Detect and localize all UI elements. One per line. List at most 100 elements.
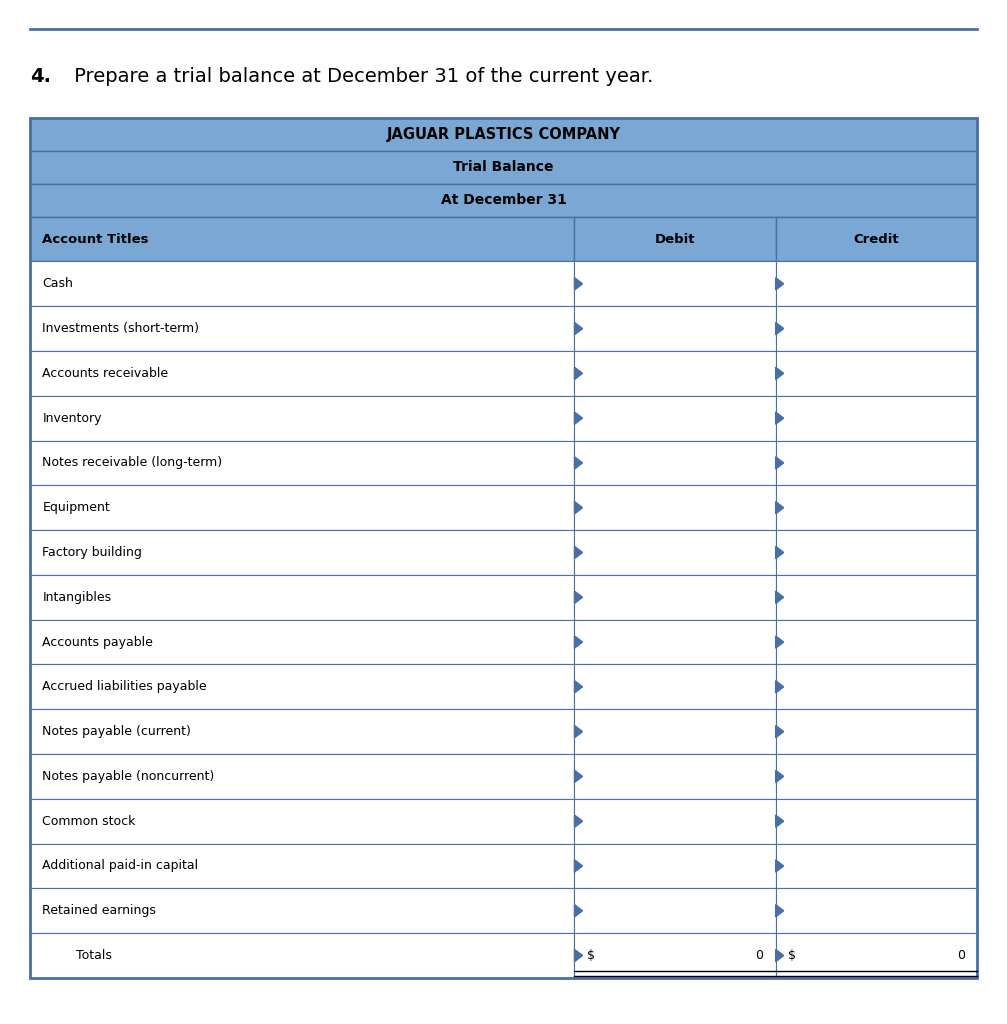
Polygon shape — [775, 949, 783, 962]
Text: Credit: Credit — [853, 232, 899, 246]
Bar — [30, 530, 574, 574]
Text: Debit: Debit — [655, 232, 695, 246]
Polygon shape — [775, 636, 783, 648]
Text: Cash: Cash — [42, 278, 74, 290]
Bar — [574, 306, 775, 351]
Bar — [775, 889, 977, 933]
Polygon shape — [574, 591, 582, 603]
Bar — [775, 306, 977, 351]
Text: Intangibles: Intangibles — [42, 591, 112, 604]
Polygon shape — [775, 368, 783, 380]
Bar — [30, 665, 574, 710]
Bar — [30, 151, 977, 183]
Text: 0: 0 — [957, 949, 965, 962]
Bar — [775, 754, 977, 799]
Text: Accounts receivable: Accounts receivable — [42, 367, 168, 380]
Text: $: $ — [586, 949, 594, 962]
Polygon shape — [574, 547, 582, 559]
Polygon shape — [775, 278, 783, 290]
Text: JAGUAR PLASTICS COMPANY: JAGUAR PLASTICS COMPANY — [387, 127, 620, 141]
Text: Notes receivable (long-term): Notes receivable (long-term) — [42, 457, 223, 469]
Bar — [574, 395, 775, 440]
Polygon shape — [574, 368, 582, 380]
Text: Account Titles: Account Titles — [42, 232, 149, 246]
Text: Trial Balance: Trial Balance — [453, 160, 554, 174]
Polygon shape — [574, 636, 582, 648]
Bar — [30, 620, 574, 665]
Bar — [30, 933, 574, 978]
Bar — [30, 395, 574, 440]
Bar — [775, 710, 977, 754]
Text: Additional paid-in capital: Additional paid-in capital — [42, 859, 198, 872]
Polygon shape — [775, 725, 783, 737]
Bar — [775, 844, 977, 889]
Bar — [30, 261, 574, 306]
Bar — [30, 889, 574, 933]
Bar — [775, 440, 977, 485]
Bar — [574, 261, 775, 306]
Polygon shape — [574, 904, 582, 916]
Bar — [775, 351, 977, 395]
Bar — [30, 118, 977, 978]
Text: Notes payable (noncurrent): Notes payable (noncurrent) — [42, 770, 214, 783]
Bar — [574, 574, 775, 620]
Polygon shape — [574, 815, 582, 827]
Bar — [30, 183, 977, 217]
Polygon shape — [775, 547, 783, 559]
Bar — [30, 799, 574, 844]
Text: Equipment: Equipment — [42, 501, 110, 514]
Bar — [30, 306, 574, 351]
Bar — [574, 440, 775, 485]
Text: Accrued liabilities payable: Accrued liabilities payable — [42, 680, 206, 693]
Polygon shape — [775, 904, 783, 916]
Polygon shape — [574, 681, 582, 693]
Polygon shape — [775, 323, 783, 335]
Bar — [574, 889, 775, 933]
Bar — [574, 530, 775, 574]
Bar — [30, 351, 574, 395]
Polygon shape — [574, 502, 582, 514]
Polygon shape — [775, 770, 783, 782]
Polygon shape — [574, 412, 582, 424]
Bar — [574, 217, 775, 261]
Text: $: $ — [787, 949, 796, 962]
Bar — [775, 530, 977, 574]
Bar — [775, 574, 977, 620]
Bar — [775, 933, 977, 978]
Bar — [30, 440, 574, 485]
Text: Totals: Totals — [76, 949, 112, 962]
Bar — [30, 485, 574, 530]
Bar — [574, 620, 775, 665]
Bar — [30, 217, 574, 261]
Polygon shape — [574, 770, 582, 782]
Polygon shape — [574, 725, 582, 737]
Bar — [775, 665, 977, 710]
Bar — [775, 261, 977, 306]
Bar — [30, 118, 977, 151]
Bar — [775, 395, 977, 440]
Polygon shape — [775, 681, 783, 693]
Polygon shape — [574, 949, 582, 962]
Text: 0: 0 — [755, 949, 763, 962]
Bar — [30, 710, 574, 754]
Bar — [574, 485, 775, 530]
Text: Factory building: Factory building — [42, 546, 142, 559]
Text: At December 31: At December 31 — [441, 194, 566, 207]
Polygon shape — [574, 278, 582, 290]
Polygon shape — [574, 323, 582, 335]
Bar — [574, 665, 775, 710]
Bar — [30, 754, 574, 799]
Bar — [775, 485, 977, 530]
Text: Investments (short-term): Investments (short-term) — [42, 323, 199, 335]
Bar — [574, 710, 775, 754]
Polygon shape — [775, 412, 783, 424]
Polygon shape — [775, 457, 783, 469]
Bar — [30, 844, 574, 889]
Text: Common stock: Common stock — [42, 815, 136, 827]
Text: Prepare a trial balance at December 31 of the current year.: Prepare a trial balance at December 31 o… — [68, 67, 654, 86]
Text: Accounts payable: Accounts payable — [42, 636, 153, 648]
Text: 4.: 4. — [30, 67, 51, 86]
Polygon shape — [775, 860, 783, 872]
Bar — [775, 217, 977, 261]
Bar — [775, 620, 977, 665]
